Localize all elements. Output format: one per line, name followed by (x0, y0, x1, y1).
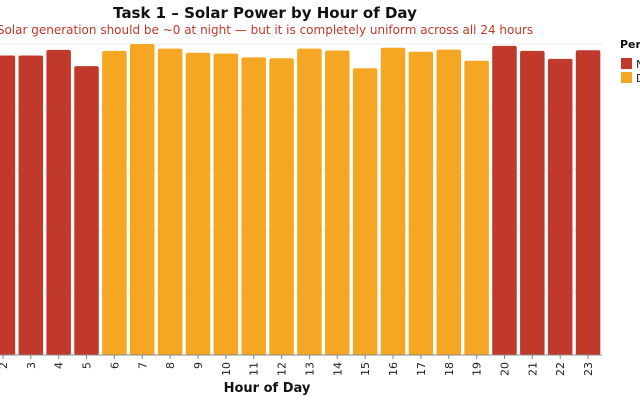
bar-hour-23 (575, 50, 601, 355)
bar-hour-14 (325, 50, 350, 355)
legend-swatch (621, 72, 632, 83)
chart-subtitle: Solar generation should be ~0 at night —… (0, 23, 533, 37)
bar-hour-17 (408, 51, 434, 356)
bar-hour-5 (74, 66, 99, 356)
bar-hour-9 (185, 52, 211, 355)
x-axis-ticks: 234567891011121314151617181920212223 (0, 355, 595, 376)
bar-hour-2 (0, 55, 16, 355)
bar-hour-19 (464, 60, 489, 355)
bar-hour-12 (269, 58, 294, 355)
bar-hour-18 (436, 49, 462, 356)
bar-hour-6 (102, 50, 127, 355)
x-tick-label: 6 (108, 362, 121, 369)
x-tick-label: 12 (276, 362, 289, 376)
bar-hour-21 (520, 50, 545, 355)
bar-hour-16 (380, 47, 406, 356)
bar-hour-20 (492, 45, 517, 356)
bar-hour-8 (157, 48, 183, 355)
legend-swatch (621, 58, 632, 69)
x-tick-label: 10 (220, 362, 233, 376)
x-tick-label: 18 (443, 362, 456, 376)
x-tick-label: 9 (192, 362, 205, 369)
chart-title: Task 1 – Solar Power by Hour of Day (113, 4, 417, 22)
x-tick-label: 11 (248, 362, 261, 376)
x-tick-label: 14 (331, 362, 344, 376)
x-tick-label: 23 (582, 362, 595, 376)
x-axis-title: Hour of Day (224, 381, 311, 396)
bar-hour-4 (46, 49, 71, 356)
bars (0, 44, 601, 356)
x-tick-label: 19 (471, 362, 484, 376)
x-tick-label: 20 (498, 362, 511, 376)
x-tick-label: 8 (164, 362, 177, 369)
x-tick-label: 15 (359, 362, 372, 376)
bar-hour-13 (297, 48, 322, 355)
bar-hour-11 (241, 57, 266, 356)
legend-label: N (636, 58, 640, 71)
x-tick-label: 7 (136, 362, 149, 369)
x-tick-label: 22 (554, 362, 567, 376)
x-tick-label: 4 (53, 362, 66, 369)
bar-hour-22 (547, 58, 573, 355)
x-tick-label: 17 (415, 362, 428, 376)
x-tick-label: 13 (303, 362, 316, 376)
x-tick-label: 21 (526, 362, 539, 376)
bar-hour-15 (352, 68, 378, 356)
x-tick-label: 16 (387, 362, 400, 376)
x-tick-label: 5 (81, 362, 94, 369)
legend: Per ND (620, 38, 640, 85)
bar-hour-10 (213, 53, 239, 356)
legend-label: D (636, 72, 640, 85)
bar-hour-7 (129, 44, 155, 355)
legend-title: Per (620, 38, 640, 51)
x-tick-label: 2 (0, 362, 10, 369)
x-tick-label: 3 (25, 362, 38, 369)
bar-hour-3 (18, 55, 44, 356)
